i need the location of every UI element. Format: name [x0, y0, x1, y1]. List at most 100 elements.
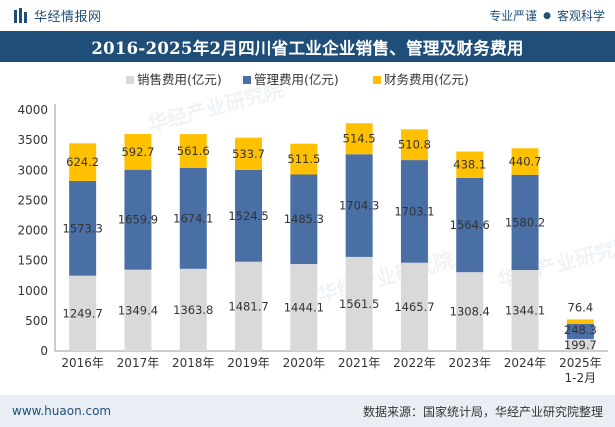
bar-segment — [290, 174, 318, 264]
bar-segment — [124, 269, 152, 351]
x-tick-label: 2019年 — [227, 356, 270, 370]
bar-segment — [179, 134, 207, 168]
data-label: 1573.3 — [63, 221, 103, 235]
y-tick-label: 0 — [40, 344, 48, 358]
data-label: 1524.5 — [228, 209, 268, 223]
bar-segment — [511, 174, 539, 271]
data-label: 514.5 — [343, 132, 376, 146]
footer: www.huaon.com 数据来源：国家统计局，华经产业研究院整理 — [0, 395, 615, 427]
data-label: 592.7 — [121, 145, 154, 159]
bar-segment — [456, 151, 484, 178]
data-label: 624.2 — [66, 155, 99, 169]
bar-segment — [290, 263, 318, 351]
x-tick-label: 2018年 — [172, 356, 215, 370]
bar-segment — [345, 256, 373, 351]
data-label: 510.8 — [398, 138, 431, 152]
data-label: 1481.7 — [228, 299, 268, 313]
y-tick-label: 2500 — [17, 193, 48, 207]
x-tick-label: 2023年 — [448, 356, 491, 370]
data-label: 1659.9 — [118, 213, 158, 227]
data-label: 533.7 — [232, 147, 265, 161]
y-tick-label: 1500 — [17, 254, 48, 268]
bar-segment — [235, 169, 263, 262]
bar-segment — [400, 160, 428, 263]
tagline-left: 专业严谨 — [489, 9, 538, 23]
bar-segment — [566, 338, 594, 351]
data-label: 438.1 — [453, 158, 486, 172]
data-label: 1561.5 — [339, 297, 379, 311]
bar-segment — [400, 129, 428, 161]
legend-swatch — [243, 76, 251, 84]
x-tick-label: 2022年 — [393, 356, 436, 370]
y-tick-label: 3000 — [17, 163, 48, 177]
data-label: 1308.4 — [450, 305, 490, 319]
data-label: 199.7 — [564, 338, 597, 352]
bar-segment — [511, 270, 539, 351]
watermark: 华经产业研究院 — [315, 247, 456, 306]
website-link[interactable]: www.huaon.com — [12, 404, 112, 418]
bar-segment — [69, 180, 97, 276]
bar-segment — [179, 167, 207, 269]
legend-label: 财务费用(亿元) — [384, 72, 469, 87]
data-label: 1444.1 — [284, 300, 324, 314]
y-tick-label: 1000 — [17, 284, 48, 298]
bar-segment — [179, 268, 207, 351]
bar-segment — [124, 133, 152, 170]
data-label: 1465.7 — [394, 300, 434, 314]
brand-logo-icon — [14, 7, 27, 23]
data-label: 561.6 — [177, 144, 210, 158]
data-label: 1363.8 — [173, 303, 213, 317]
bar-segment — [69, 143, 97, 181]
y-tick-label: 2000 — [17, 224, 48, 238]
data-label: 76.4 — [568, 300, 594, 314]
bar-segment — [69, 275, 97, 351]
data-label: 248.3 — [564, 323, 597, 337]
x-tick-label: 2020年 — [283, 356, 326, 370]
x-tick-label: 2021年 — [338, 356, 381, 370]
data-label: 1703.1 — [394, 204, 434, 218]
brand-name: 华经情报网 — [34, 10, 102, 25]
bar-segment — [124, 169, 152, 270]
chart-title: 2016-2025年2月四川省工业企业销售、管理及财务费用 — [91, 38, 524, 58]
bar-segment — [345, 123, 373, 155]
x-tick-label: 2024年 — [504, 356, 547, 370]
bar-segment — [566, 319, 594, 325]
top-bar: 华经情报网 专业严谨 ● 客观科学 — [0, 0, 615, 31]
tagline-right: 客观科学 — [556, 9, 605, 23]
bar-segment — [235, 261, 263, 351]
legend-label: 管理费用(亿元) — [254, 72, 339, 87]
x-tick-label: 2025年 — [559, 356, 602, 370]
data-label: 440.7 — [509, 155, 542, 169]
data-label: 1349.4 — [118, 303, 158, 317]
tagline: 专业严谨 ● 客观科学 — [489, 7, 605, 24]
y-tick-label: 500 — [25, 314, 48, 328]
bar-segment — [566, 324, 594, 339]
separator-dot-icon: ● — [543, 10, 551, 21]
x-tick-label: 2016年 — [61, 356, 104, 370]
x-tick-label: 2017年 — [117, 356, 160, 370]
bar-segment — [400, 262, 428, 351]
data-label: 1344.1 — [505, 304, 545, 318]
data-label: 1485.3 — [284, 212, 324, 226]
data-label: 1564.6 — [450, 218, 490, 232]
data-label: 1704.3 — [339, 199, 379, 213]
bar-segment — [456, 177, 484, 273]
legend-swatch — [373, 76, 381, 84]
bar-segment — [456, 272, 484, 351]
title-bar: 2016-2025年2月四川省工业企业销售、管理及财务费用 — [0, 31, 615, 62]
bar-segment — [345, 154, 373, 257]
bar-segment — [235, 137, 263, 170]
bar-segment — [290, 143, 318, 175]
data-source: 数据来源：国家统计局，华经产业研究院整理 — [362, 404, 603, 419]
data-label: 1674.1 — [173, 211, 213, 225]
data-label: 1580.2 — [505, 215, 545, 229]
legend-swatch — [126, 76, 134, 84]
data-label: 511.5 — [287, 152, 320, 166]
legend-label: 销售费用(亿元) — [137, 72, 222, 87]
data-label: 1249.7 — [63, 306, 103, 320]
brand: 华经情报网 — [14, 6, 102, 25]
x-tick-label: 1-2月 — [565, 371, 597, 385]
bar-segment — [511, 148, 539, 175]
y-tick-label: 4000 — [17, 103, 48, 117]
